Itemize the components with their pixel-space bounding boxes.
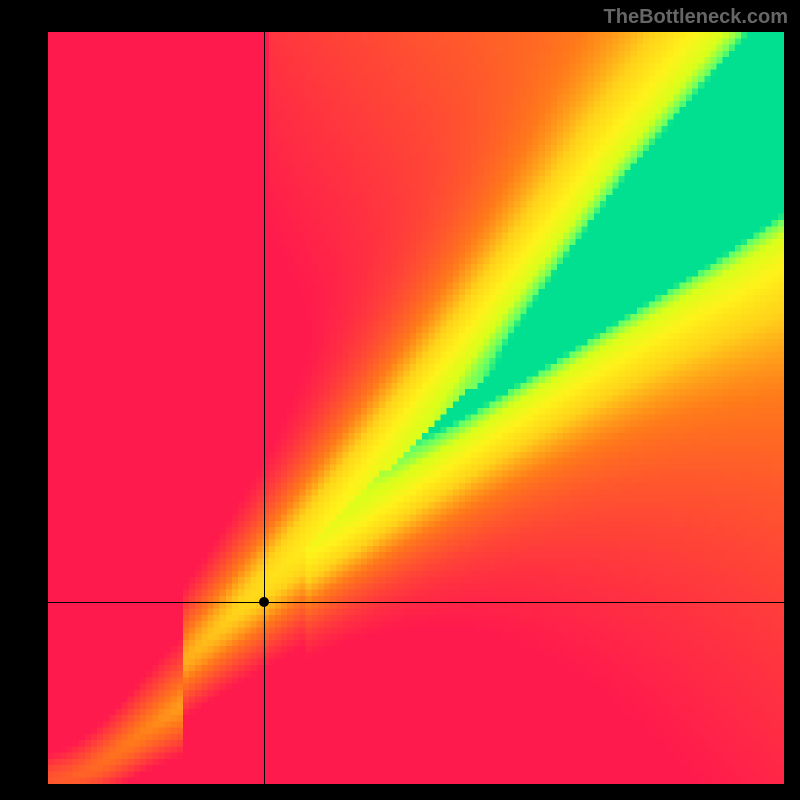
watermark-text: TheBottleneck.com [604, 6, 788, 29]
plot-area [48, 32, 784, 784]
crosshair-vertical [264, 32, 265, 784]
heatmap-canvas [48, 32, 784, 784]
crosshair-horizontal [48, 602, 784, 603]
chart-container: TheBottleneck.com [0, 0, 800, 800]
